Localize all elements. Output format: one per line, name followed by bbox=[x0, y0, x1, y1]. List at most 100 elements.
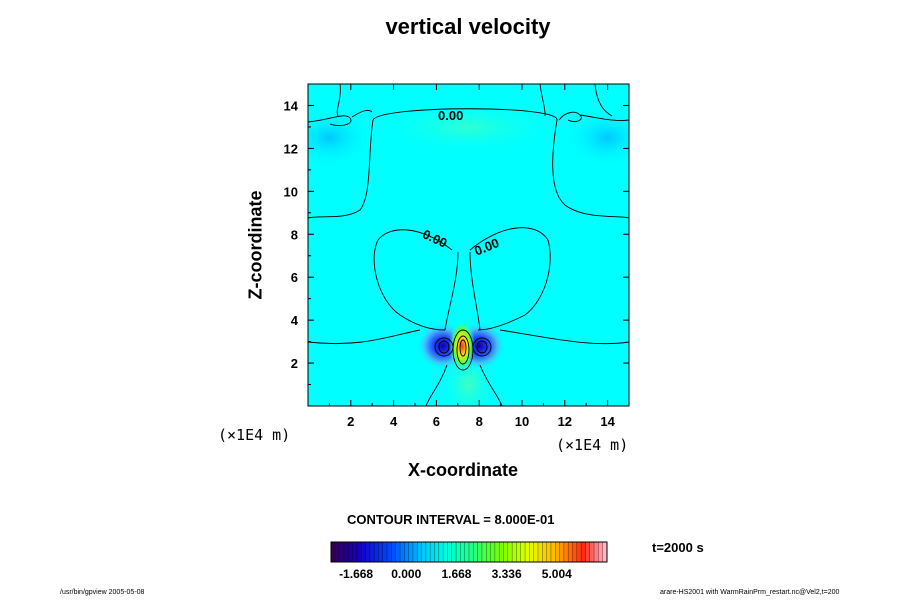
colorbar-cell bbox=[598, 542, 604, 562]
colorbar-cell bbox=[343, 542, 349, 562]
colorbar-cell bbox=[576, 542, 582, 562]
footer-left: /usr/bin/gpview 2005-05-08 bbox=[60, 589, 145, 596]
colorbar-cell bbox=[512, 542, 517, 562]
colorbar-cell bbox=[477, 542, 483, 562]
contour-line bbox=[308, 119, 374, 219]
colorbar-cell bbox=[542, 542, 548, 562]
colorbar-cell bbox=[395, 542, 401, 562]
contour-line bbox=[456, 335, 470, 365]
colorbar-cell bbox=[430, 542, 435, 562]
colorbar-cell bbox=[356, 542, 362, 562]
contour-line bbox=[469, 227, 551, 331]
contour-line bbox=[476, 340, 488, 354]
colorbar-cell bbox=[408, 542, 414, 562]
colorbar-cell bbox=[464, 542, 470, 562]
y-tick-label: 10 bbox=[284, 184, 298, 199]
colorbar-cell bbox=[451, 542, 457, 562]
y-tick-label: 2 bbox=[291, 356, 298, 371]
colorbar-cell bbox=[425, 542, 431, 562]
colorbar-cell bbox=[589, 542, 595, 562]
colorbar-cell bbox=[447, 542, 453, 562]
colorbar-cell bbox=[339, 542, 345, 562]
x-tick-label: 2 bbox=[347, 414, 354, 429]
contour-label: 0.00 bbox=[438, 108, 463, 123]
colorbar-cell bbox=[412, 542, 418, 562]
colorbar-cell bbox=[374, 542, 379, 562]
contour-line bbox=[434, 337, 454, 357]
y-tick-label: 14 bbox=[284, 98, 299, 113]
colorbar-cell bbox=[335, 542, 341, 562]
colorbar-tick-label: -1.668 bbox=[339, 567, 373, 581]
colorbar-cell bbox=[391, 542, 397, 562]
colorbar-cell bbox=[494, 542, 500, 562]
colorbar-cell bbox=[490, 542, 496, 562]
colorbar-cell bbox=[331, 542, 336, 562]
colorbar-tick-label: 1.668 bbox=[441, 567, 471, 581]
colorbar-cell bbox=[550, 542, 556, 562]
colorbar-cell bbox=[481, 542, 487, 562]
x-tick-label: 10 bbox=[515, 414, 529, 429]
colorbar-cell bbox=[361, 542, 366, 562]
colorbar-cell bbox=[602, 542, 608, 562]
field-region bbox=[373, 98, 564, 155]
colorbar-cell bbox=[503, 542, 509, 562]
chart-title: vertical velocity bbox=[385, 14, 551, 39]
colorbar-cell bbox=[520, 542, 526, 562]
colorbar-cell bbox=[572, 542, 578, 562]
y-axis-unit: (×1E4 m) bbox=[218, 426, 291, 444]
colorbar-cell bbox=[400, 542, 405, 562]
colorbar-cell bbox=[499, 542, 504, 562]
colorbar-cell bbox=[369, 542, 375, 562]
colorbar-cell bbox=[434, 542, 440, 562]
x-tick-label: 14 bbox=[600, 414, 615, 429]
colorbar-cell bbox=[529, 542, 535, 562]
colorbar-cell bbox=[507, 542, 513, 562]
contour-line bbox=[308, 329, 629, 345]
contour-line bbox=[459, 339, 467, 357]
contour-line bbox=[444, 251, 481, 331]
colorbar-cell bbox=[563, 542, 569, 562]
colorbar-frame bbox=[330, 541, 608, 563]
contour-line bbox=[336, 84, 613, 117]
y-tick-label: 6 bbox=[291, 270, 298, 285]
x-tick-label: 8 bbox=[476, 414, 483, 429]
colorbar-cell bbox=[404, 542, 410, 562]
colorbar-tick-label: 0.000 bbox=[391, 567, 421, 581]
colorbar-cell bbox=[438, 542, 444, 562]
colorbar-cell bbox=[516, 542, 522, 562]
y-tick-label: 12 bbox=[284, 141, 298, 156]
colorbar-cell bbox=[387, 542, 392, 562]
colorbar-cell bbox=[546, 542, 552, 562]
colorbar-cell bbox=[594, 542, 599, 562]
contour-interval-label: CONTOUR INTERVAL = 8.000E-01 bbox=[347, 512, 555, 527]
x-axis-unit: (×1E4 m) bbox=[556, 436, 629, 454]
contour-line bbox=[472, 337, 492, 357]
plot-frame bbox=[307, 83, 630, 407]
weak-downdraft-region bbox=[562, 107, 629, 168]
colorbar-cell bbox=[421, 542, 427, 562]
contour-line bbox=[308, 109, 373, 127]
colorbar-tick-label: 3.336 bbox=[492, 567, 522, 581]
x-axis-label: X-coordinate bbox=[408, 460, 519, 480]
y-tick-label: 8 bbox=[291, 227, 298, 242]
colorbar-cell bbox=[538, 542, 543, 562]
colorbar-cell bbox=[568, 542, 573, 562]
footer-right: arare-HS2001 with WarmRainPrm_restart.nc… bbox=[660, 589, 840, 596]
colorbar-cell bbox=[486, 542, 492, 562]
colorbar-cell bbox=[469, 542, 474, 562]
colorbar-cell bbox=[365, 542, 371, 562]
contour-line bbox=[372, 108, 629, 219]
colorbar-cell bbox=[525, 542, 530, 562]
contour-line bbox=[438, 340, 450, 354]
contour-line bbox=[452, 329, 474, 371]
colorbar-cell bbox=[378, 542, 384, 562]
time-label: t=2000 s bbox=[652, 540, 704, 555]
colorbar-cell bbox=[382, 542, 388, 562]
colorbar-cell bbox=[559, 542, 565, 562]
colorbar-cell bbox=[585, 542, 591, 562]
y-axis-label: Z-coordinate bbox=[245, 190, 266, 300]
colorbar-cell bbox=[581, 542, 586, 562]
colorbar-cell bbox=[352, 542, 358, 562]
colorbar-cell bbox=[533, 542, 539, 562]
